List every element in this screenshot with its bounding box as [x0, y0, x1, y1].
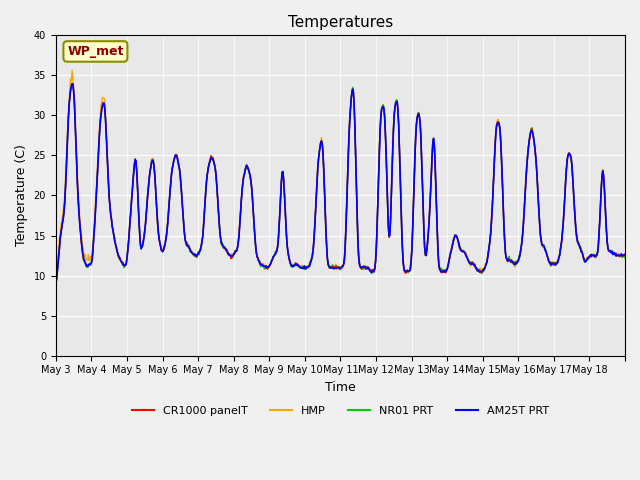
- AM25T PRT: [621, 252, 629, 258]
- AM25T PRT: [52, 281, 60, 287]
- NR01 PRT: [68, 81, 76, 86]
- HMP: [68, 68, 76, 73]
- NR01 PRT: [274, 243, 282, 249]
- CR1000 panelT: [68, 81, 76, 86]
- AM25T PRT: [400, 265, 408, 271]
- CR1000 panelT: [400, 266, 408, 272]
- CR1000 panelT: [274, 243, 282, 249]
- AM25T PRT: [432, 180, 440, 186]
- Line: AM25T PRT: AM25T PRT: [56, 84, 625, 284]
- AM25T PRT: [224, 251, 232, 256]
- CR1000 panelT: [120, 261, 127, 266]
- Line: HMP: HMP: [56, 71, 625, 280]
- HMP: [252, 249, 260, 255]
- CR1000 panelT: [432, 181, 440, 187]
- AM25T PRT: [69, 81, 77, 87]
- CR1000 panelT: [52, 281, 60, 287]
- NR01 PRT: [120, 260, 127, 265]
- Line: CR1000 panelT: CR1000 panelT: [56, 84, 625, 284]
- HMP: [274, 244, 282, 250]
- CR1000 panelT: [252, 247, 260, 252]
- CR1000 panelT: [621, 251, 629, 257]
- HMP: [621, 254, 629, 260]
- NR01 PRT: [621, 255, 629, 261]
- Text: WP_met: WP_met: [67, 45, 124, 58]
- NR01 PRT: [52, 282, 60, 288]
- HMP: [52, 277, 60, 283]
- Title: Temperatures: Temperatures: [288, 15, 393, 30]
- HMP: [432, 180, 440, 186]
- NR01 PRT: [432, 180, 440, 186]
- HMP: [120, 260, 127, 265]
- AM25T PRT: [274, 243, 282, 249]
- X-axis label: Time: Time: [325, 381, 356, 394]
- Y-axis label: Temperature (C): Temperature (C): [15, 144, 28, 246]
- NR01 PRT: [252, 246, 260, 252]
- AM25T PRT: [252, 249, 260, 254]
- HMP: [224, 249, 232, 254]
- CR1000 panelT: [224, 250, 232, 256]
- NR01 PRT: [400, 265, 408, 271]
- HMP: [400, 264, 408, 270]
- AM25T PRT: [120, 262, 127, 268]
- Line: NR01 PRT: NR01 PRT: [56, 84, 625, 285]
- NR01 PRT: [224, 252, 232, 258]
- Legend: CR1000 panelT, HMP, NR01 PRT, AM25T PRT: CR1000 panelT, HMP, NR01 PRT, AM25T PRT: [127, 402, 553, 420]
